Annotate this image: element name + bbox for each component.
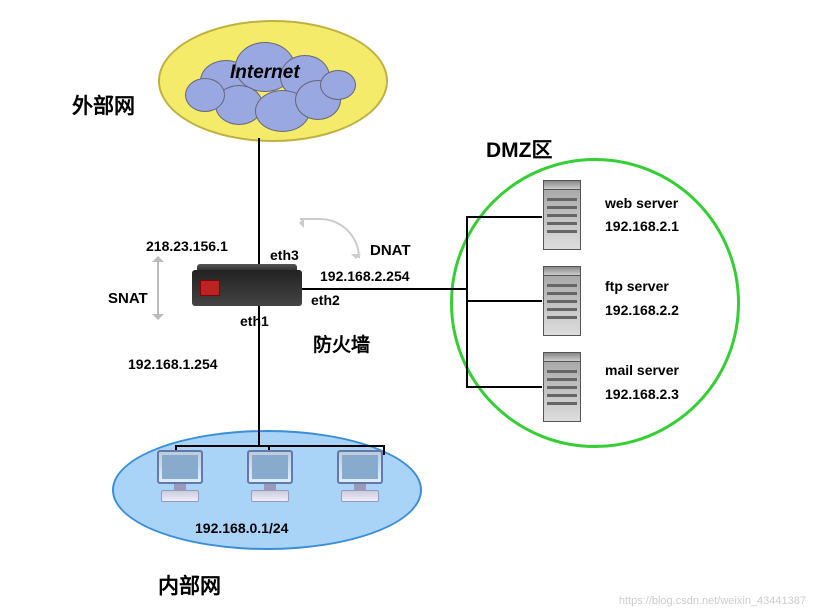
snat-arrow (157, 258, 159, 318)
dnat-label: DNAT (370, 242, 411, 259)
server-ip-0: 192.168.2.1 (605, 218, 679, 234)
connection-line (175, 445, 385, 447)
firewall-label: 防火墙 (313, 330, 370, 357)
server-name-1: ftp server (605, 278, 669, 294)
internet-label: Internet (230, 62, 300, 84)
internal-label: 内部网 (158, 570, 221, 600)
snat-label: SNAT (108, 290, 148, 307)
server-name-0: web server (605, 195, 678, 211)
pc-0 (155, 450, 205, 505)
connection-line (466, 386, 542, 388)
server-0 (543, 180, 581, 250)
eth1-ip: 192.168.1.254 (128, 356, 218, 372)
external-label: 外部网 (72, 90, 135, 120)
eth3-label: eth3 (270, 247, 299, 263)
connection-line (466, 216, 542, 218)
connection-line (258, 138, 260, 270)
pc-2 (335, 450, 385, 505)
dmz-label: DMZ区 (486, 134, 553, 164)
connection-line (302, 288, 468, 290)
dmz-zone-ellipse (450, 158, 740, 448)
eth2-label: eth2 (311, 292, 340, 308)
eth2-ip: 192.168.2.254 (320, 268, 410, 284)
pc-1 (245, 450, 295, 505)
server-1 (543, 266, 581, 336)
server-name-2: mail server (605, 362, 679, 378)
connection-line (466, 300, 542, 302)
internal-subnet: 192.168.0.1/24 (195, 520, 288, 536)
watermark: https://blog.csdn.net/weixin_43441387 (619, 595, 806, 607)
connection-line (466, 216, 468, 388)
dnat-arrow (300, 218, 360, 258)
firewall-device (192, 270, 302, 306)
server-ip-2: 192.168.2.3 (605, 386, 679, 402)
eth1-label: eth1 (240, 313, 269, 329)
server-ip-1: 192.168.2.2 (605, 302, 679, 318)
server-2 (543, 352, 581, 422)
